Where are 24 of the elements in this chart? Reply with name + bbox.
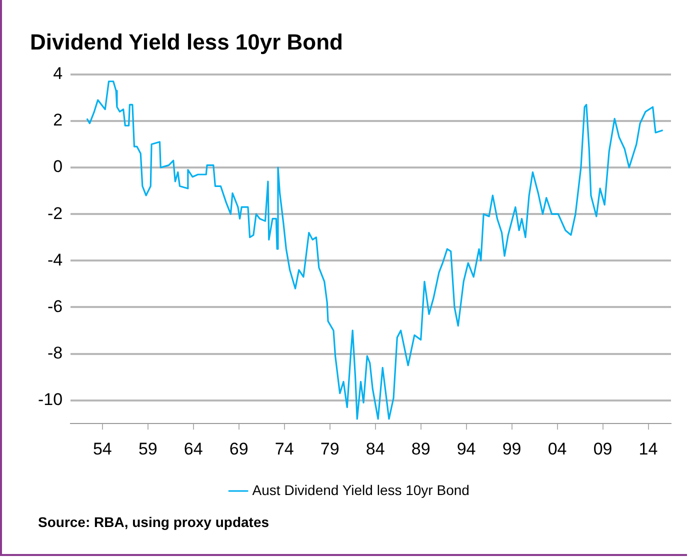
x-tick-label: 14 bbox=[638, 439, 658, 458]
y-tick-label: -10 bbox=[38, 390, 63, 410]
x-tick-label: 04 bbox=[548, 439, 567, 458]
chart-title: Dividend Yield less 10yr Bond bbox=[30, 29, 343, 54]
y-tick-label: 2 bbox=[53, 110, 63, 130]
legend-label: Aust Dividend Yield less 10yr Bond bbox=[252, 482, 470, 498]
y-tick-label: -8 bbox=[47, 343, 63, 362]
x-tick-label: 99 bbox=[502, 439, 522, 458]
y-tick-label: -4 bbox=[47, 250, 63, 270]
x-tick-label: 64 bbox=[184, 439, 203, 458]
x-tick-label: 54 bbox=[92, 439, 112, 458]
x-tick-label: 94 bbox=[456, 439, 476, 458]
x-tick-label: 59 bbox=[138, 439, 158, 458]
x-tick-label: 09 bbox=[593, 439, 612, 458]
x-tick-label: 74 bbox=[274, 439, 294, 458]
x-tick-label: 79 bbox=[320, 439, 340, 458]
y-tick-label: 4 bbox=[53, 64, 63, 84]
source-note: Source: RBA, using proxy updates bbox=[38, 514, 270, 530]
y-tick-label: -6 bbox=[47, 296, 63, 316]
y-tick-label: 0 bbox=[53, 157, 63, 176]
x-tick-label: 69 bbox=[229, 439, 248, 458]
x-tick-label: 84 bbox=[366, 439, 385, 458]
x-tick-label: 89 bbox=[411, 439, 430, 458]
y-tick-label: -2 bbox=[47, 204, 63, 223]
